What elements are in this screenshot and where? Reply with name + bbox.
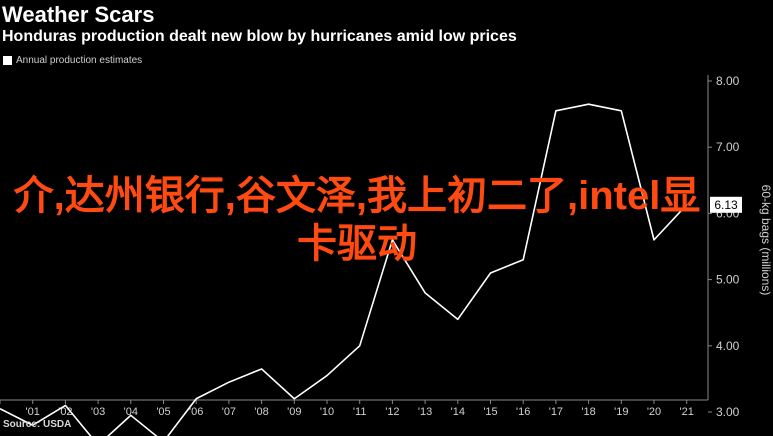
x-tick-label: '10 (320, 406, 334, 418)
x-tick-label: '11 (353, 406, 367, 418)
x-tick-label: '05 (156, 406, 170, 418)
legend: Annual production estimates (3, 55, 142, 66)
y-axis-title: 60-kg bags (millions) (759, 185, 773, 296)
x-tick-label: '15 (483, 406, 497, 418)
x-tick-label: '18 (581, 406, 595, 418)
chart-subtitle: Honduras production dealt new blow by hu… (2, 28, 517, 45)
x-tick-label: '13 (418, 406, 432, 418)
x-tick-label: '08 (254, 406, 268, 418)
x-tick-label: '14 (451, 406, 465, 418)
x-tick-label: '09 (287, 406, 301, 418)
x-tick-label: '20 (647, 406, 661, 418)
source-note: Source: USDA (3, 419, 72, 430)
x-tick-label: '17 (549, 406, 563, 418)
x-tick-label: '21 (680, 406, 694, 418)
last-value-badge (710, 196, 742, 213)
chart-title: Weather Scars (2, 2, 155, 27)
y-tick-label: 3.00 (716, 405, 740, 419)
last-value-label: 6.13 (714, 198, 738, 212)
x-tick-label: '04 (124, 406, 138, 418)
legend-swatch (3, 56, 12, 65)
y-tick-label: 8.00 (716, 74, 740, 88)
y-tick-label: 4.00 (716, 339, 740, 353)
series-line (0, 103, 688, 436)
x-tick-label: '06 (189, 406, 203, 418)
y-tick-label: 7.00 (716, 140, 740, 154)
overlay-watermark-text: 介,达州银行,谷文泽,我上初二了,intel显卡驱动 (13, 174, 701, 266)
x-tick-label: '07 (222, 406, 236, 418)
legend-label: Annual production estimates (16, 55, 143, 66)
x-tick-label: '03 (91, 406, 105, 418)
x-tick-label: '19 (614, 406, 628, 418)
y-tick-label: 5.00 (716, 273, 740, 287)
x-tick-label: '01 (26, 406, 40, 418)
x-tick-label: '12 (385, 406, 399, 418)
x-tick-label: '16 (516, 406, 530, 418)
